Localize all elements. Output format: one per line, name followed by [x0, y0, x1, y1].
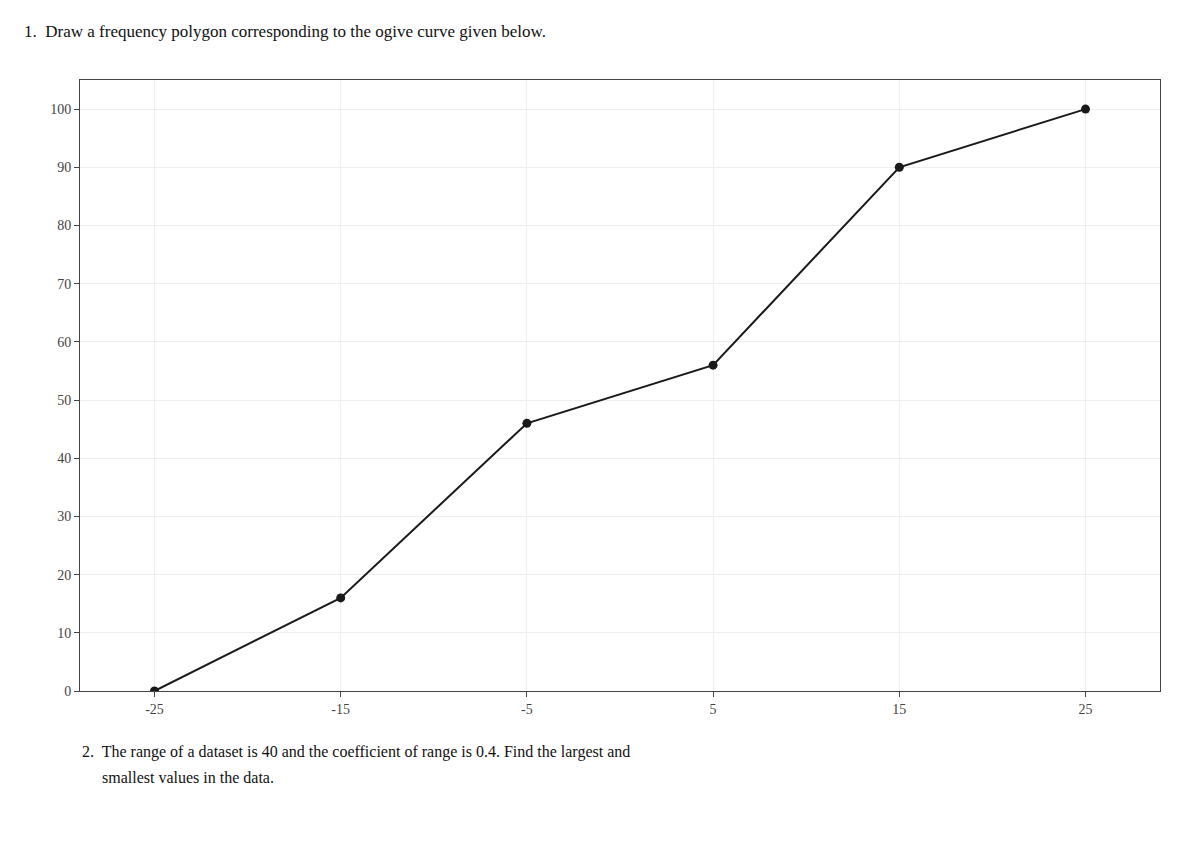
svg-text:smallest values in the data.: smallest values in the data.	[82, 769, 274, 786]
svg-text:5: 5	[710, 702, 717, 717]
svg-text:10: 10	[57, 626, 71, 641]
svg-text:90: 90	[57, 160, 71, 175]
svg-text:2. The range of a dataset is: 2. The range of a dataset is 40 and the …	[82, 743, 630, 761]
svg-text:50: 50	[57, 393, 71, 408]
svg-text:1. Draw a frequency polygon c: 1. Draw a frequency polygon correspondin…	[24, 22, 546, 41]
svg-text:25: 25	[1079, 702, 1093, 717]
svg-text:70: 70	[57, 277, 71, 292]
svg-text:60: 60	[57, 335, 71, 350]
svg-text:100: 100	[50, 102, 71, 117]
svg-text:20: 20	[57, 568, 71, 583]
svg-text:30: 30	[57, 509, 71, 524]
svg-text:15: 15	[892, 702, 906, 717]
svg-text:0: 0	[64, 684, 71, 699]
svg-text:-5: -5	[521, 702, 533, 717]
svg-text:40: 40	[57, 451, 71, 466]
svg-text:80: 80	[57, 218, 71, 233]
svg-text:-25: -25	[145, 702, 164, 717]
svg-text:-15: -15	[331, 702, 350, 717]
